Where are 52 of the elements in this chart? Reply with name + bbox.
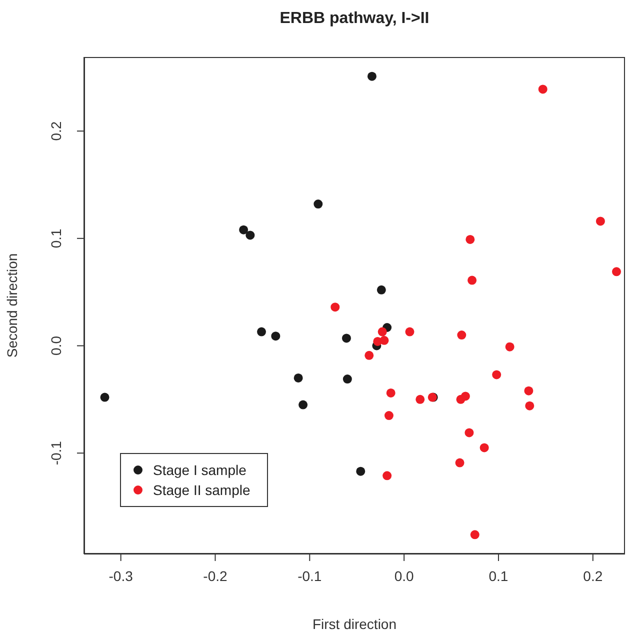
- point: [596, 216, 605, 226]
- x-tick-label: -0.1: [298, 568, 322, 584]
- point: [386, 388, 396, 398]
- x-tick-label: 0.0: [394, 568, 414, 584]
- legend-label: Stage I sample: [153, 462, 246, 478]
- y-tick-label: -0.1: [48, 440, 64, 466]
- point: [342, 374, 352, 384]
- point: [364, 350, 374, 360]
- point: [492, 370, 502, 380]
- point: [367, 72, 376, 81]
- point: [257, 327, 266, 336]
- point: [298, 400, 308, 410]
- point: [405, 327, 414, 336]
- point: [376, 285, 386, 294]
- point: [480, 443, 489, 452]
- point: [342, 334, 351, 343]
- x-tick-label: 0.1: [488, 568, 508, 584]
- point: [468, 276, 477, 285]
- point: [271, 332, 280, 341]
- legend-label: Stage II sample: [153, 482, 250, 498]
- point: [455, 458, 464, 468]
- y-tick-label: 0.2: [48, 121, 64, 141]
- point: [100, 392, 110, 402]
- point: [460, 392, 470, 401]
- y-axis-title: Second direction: [4, 253, 20, 358]
- point: [330, 302, 340, 312]
- point: [380, 336, 389, 345]
- point: [382, 471, 392, 480]
- point: [470, 530, 480, 540]
- point: [378, 327, 387, 336]
- point: [416, 394, 425, 404]
- point: [384, 411, 394, 420]
- y-tick-label: 0.1: [48, 228, 64, 248]
- point: [505, 342, 514, 352]
- point: [457, 330, 466, 340]
- x-tick-label: -0.3: [108, 568, 134, 584]
- x-tick-label: -0.2: [203, 568, 228, 584]
- point: [466, 234, 475, 244]
- point: [612, 267, 622, 276]
- point: [464, 428, 474, 438]
- point: [524, 386, 534, 396]
- point: [294, 373, 303, 382]
- point: [246, 230, 255, 240]
- x-axis-title: First direction: [312, 616, 397, 631]
- point: [538, 84, 548, 94]
- y-tick-label: 0.0: [48, 336, 64, 356]
- point: [239, 225, 248, 234]
- x-tick-label: 0.2: [583, 568, 603, 584]
- chart-title: ERBB pathway, I->II: [278, 10, 430, 28]
- point: [314, 200, 323, 209]
- point: [356, 466, 366, 476]
- point: [525, 401, 534, 410]
